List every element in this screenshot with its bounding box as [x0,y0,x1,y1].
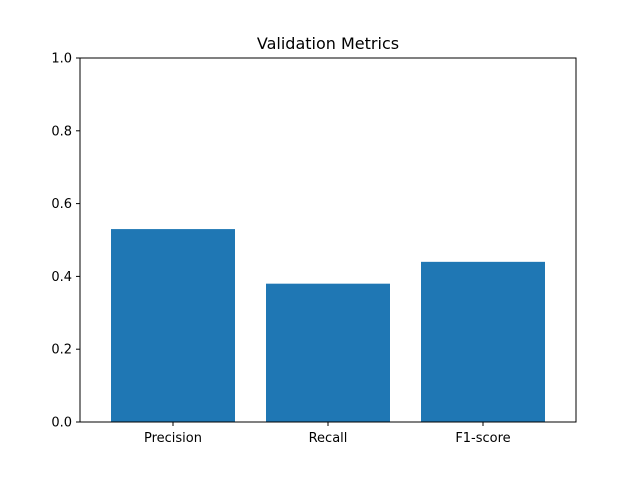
bars-layer [111,229,545,422]
x-tick-label-recall: Recall [309,431,348,446]
x-tick-label-precision: Precision [144,431,202,446]
bar-f1-score [421,261,545,422]
y-tick-label-0.4: 0.4 [51,270,72,285]
plot-frame [79,57,577,423]
bar-recall [266,283,390,422]
bar-precision [111,229,235,422]
chart-title: Validation Metrics [257,34,399,53]
x-tick-label-f1-score: F1-score [455,431,510,446]
y-axis: 0.0 0.2 0.4 0.6 0.8 1.0 [51,52,80,431]
y-tick-label-0.0: 0.0 [51,416,72,431]
y-tick-label-1.0: 1.0 [51,52,72,67]
y-tick-label-0.8: 0.8 [51,124,72,139]
x-axis: Precision Recall F1-score [144,422,511,446]
y-tick-label-0.6: 0.6 [51,197,72,212]
y-tick-label-0.2: 0.2 [51,343,72,358]
